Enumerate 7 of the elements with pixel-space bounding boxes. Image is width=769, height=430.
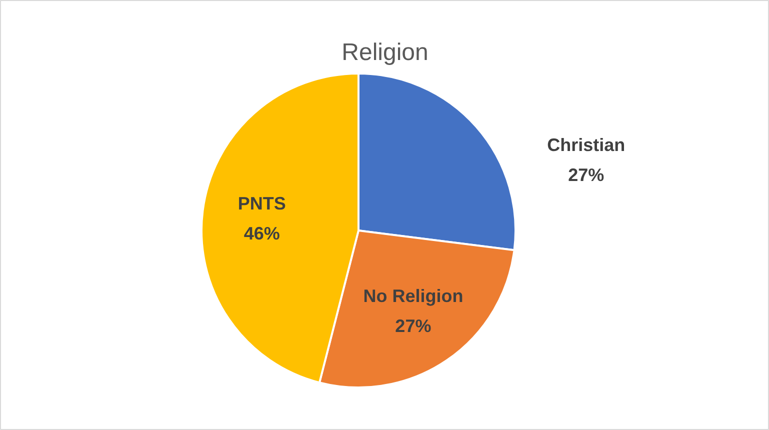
data-label: 27%: [568, 164, 604, 185]
data-label: 27%: [395, 316, 432, 336]
slice-label: No Religion: [363, 286, 464, 306]
slice-label: PNTS: [238, 193, 286, 214]
chart-title: Religion: [342, 39, 428, 66]
data-label: 46%: [244, 223, 280, 244]
slice-label: Christian: [547, 134, 626, 155]
